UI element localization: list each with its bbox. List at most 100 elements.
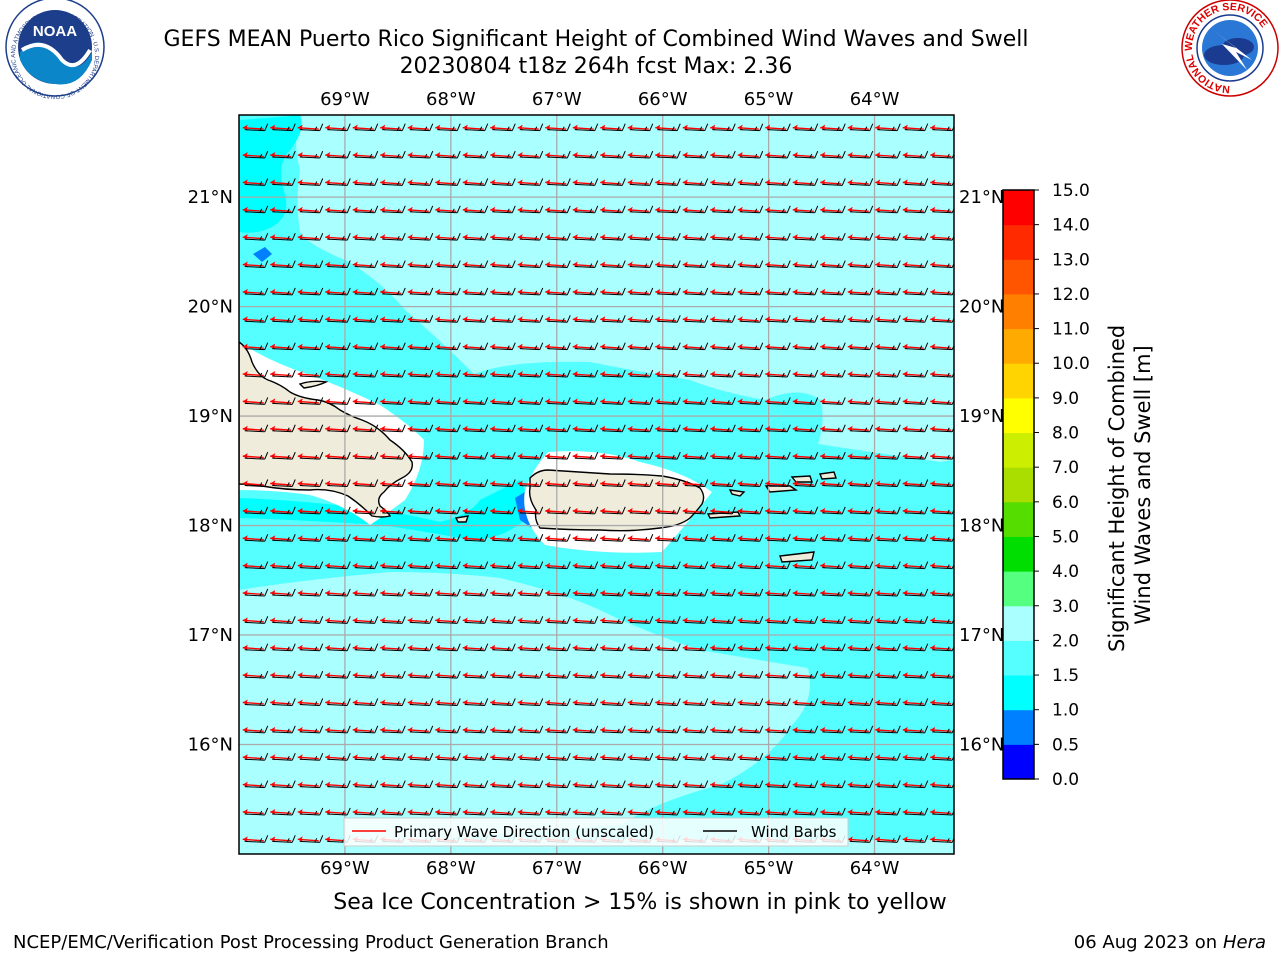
- wind-barb: [547, 670, 571, 679]
- wind-barb: [904, 534, 929, 542]
- colorbar-swatch: [1003, 709, 1034, 745]
- wind-barb: [437, 616, 461, 624]
- lat-label: 18°N: [959, 516, 1004, 537]
- colorbar-tick-label: 13.0: [1052, 250, 1090, 270]
- wind-barb: [629, 534, 654, 542]
- wind-barb: [822, 616, 846, 624]
- wind-barb: [739, 725, 764, 734]
- wind-barb: [464, 643, 489, 652]
- wind-barb: [877, 315, 901, 323]
- colorbar-tick-label: 0.0: [1052, 770, 1079, 790]
- wind-barb: [739, 506, 764, 515]
- wind-barb: [519, 753, 544, 761]
- wind-barb: [244, 835, 269, 843]
- wind-barb: [547, 616, 571, 624]
- wind-barb: [657, 150, 681, 159]
- wind-barb: [629, 807, 654, 816]
- wind-barb: [739, 479, 764, 487]
- wind-barb: [409, 506, 434, 515]
- wind-barb: [519, 315, 544, 323]
- wind-barb: [272, 205, 296, 214]
- wind-barb: [877, 506, 901, 515]
- wind-barb: [574, 315, 599, 323]
- wind-barb: [272, 315, 296, 323]
- sea-ice-note: Sea Ice Concentration > 15% is shown in …: [333, 890, 947, 915]
- wind-barb: [629, 561, 654, 570]
- wind-barb: [409, 698, 434, 706]
- wind-barb: [464, 397, 489, 405]
- colorbar-tick-label: 12.0: [1052, 285, 1090, 305]
- wind-barb: [602, 506, 626, 515]
- wind-barb: [712, 397, 736, 405]
- wind-barb: [464, 807, 489, 816]
- colorbar-swatch: [1003, 397, 1034, 434]
- wind-barb: [822, 123, 846, 132]
- wind-barb: [519, 479, 544, 487]
- wind-barb: [492, 534, 516, 542]
- wind-barb: [822, 178, 846, 186]
- wind-barb: [794, 178, 819, 186]
- wind-barb: [629, 150, 654, 159]
- wind-barb: [849, 123, 874, 132]
- wind-barb: [877, 205, 901, 214]
- wind-barb: [602, 698, 626, 706]
- wind-barb: [382, 670, 406, 679]
- wind-barb: [464, 205, 489, 214]
- credit-host: Hera: [1222, 932, 1266, 953]
- wind-barb: [794, 670, 819, 679]
- wind-barb: [822, 588, 846, 597]
- credit-branch: NCEP/EMC/Verification Post Processing Pr…: [13, 932, 609, 953]
- wind-barb: [877, 534, 901, 542]
- wind-barb: [794, 397, 819, 405]
- wind-barb: [904, 287, 929, 296]
- wind-barb: [657, 506, 681, 515]
- wind-barb: [602, 616, 626, 624]
- wind-barb: [657, 260, 681, 269]
- wind-barb: [327, 451, 351, 460]
- lon-label: 66°W: [638, 89, 688, 110]
- wind-barb: [547, 424, 571, 433]
- wind-barb: [712, 178, 736, 186]
- wind-barb: [712, 807, 736, 816]
- wind-barb: [877, 588, 901, 597]
- wind-barb: [382, 479, 406, 487]
- wind-barb: [244, 315, 269, 323]
- wind-barb: [492, 725, 516, 734]
- wind-barb: [244, 780, 269, 789]
- wind-barb: [492, 506, 516, 515]
- wind-barb: [767, 369, 791, 378]
- wind-barb: [299, 534, 324, 542]
- wind-barb: [684, 232, 709, 241]
- wind-barb: [354, 315, 379, 323]
- wind-barb: [464, 561, 489, 570]
- wind-barb: [299, 725, 324, 734]
- wind-barb: [794, 534, 819, 542]
- wind-barb: [849, 150, 874, 159]
- wind-barb: [904, 835, 929, 843]
- wind-barb: [409, 643, 434, 652]
- wind-barb: [327, 205, 351, 214]
- wind-barb: [629, 725, 654, 734]
- colorbar-swatch: [1003, 190, 1034, 226]
- wind-barb: [877, 397, 901, 405]
- wind-barb: [739, 534, 764, 542]
- wind-barb: [877, 424, 901, 433]
- wind-barb: [657, 315, 681, 323]
- wind-barb: [547, 753, 571, 761]
- wind-barb: [877, 479, 901, 487]
- wind-barb: [272, 698, 296, 706]
- wind-barb: [354, 670, 379, 679]
- wind-barb: [657, 807, 681, 816]
- wind-barb: [244, 342, 269, 351]
- wind-barb: [354, 397, 379, 405]
- wind-barb: [657, 397, 681, 405]
- wind-barb: [327, 342, 351, 351]
- lon-label: 66°W: [638, 858, 688, 879]
- wind-barb: [629, 588, 654, 597]
- wind-barb: [519, 534, 544, 542]
- wind-barb: [684, 123, 709, 132]
- wind-barb: [712, 780, 736, 789]
- wind-barb: [657, 451, 681, 460]
- wind-barb: [327, 534, 351, 542]
- wind-barb: [712, 588, 736, 597]
